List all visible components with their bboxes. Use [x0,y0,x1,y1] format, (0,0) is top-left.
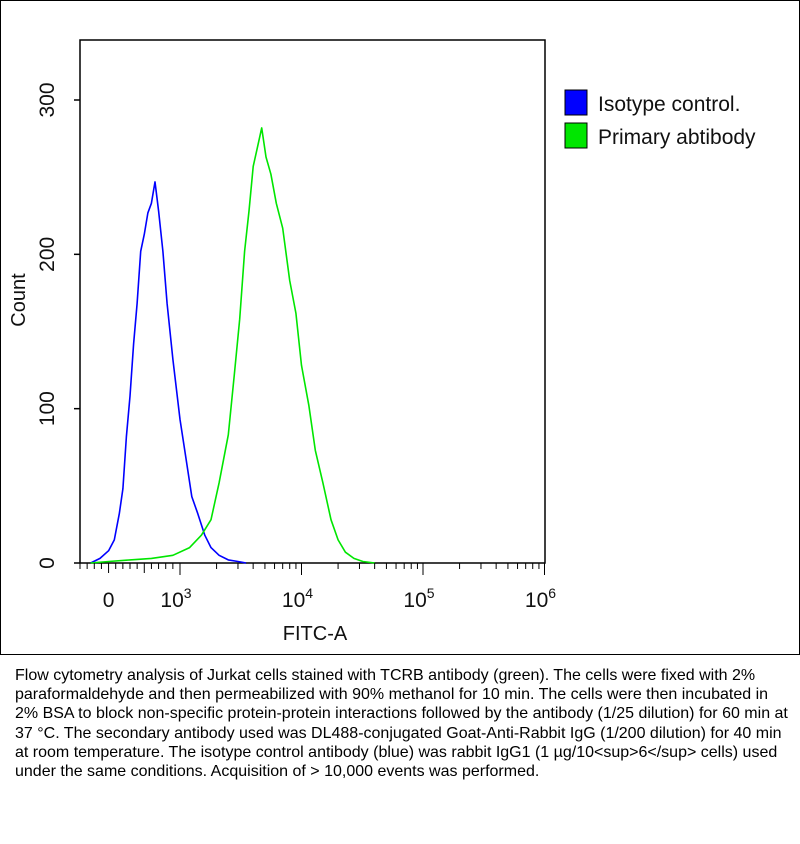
legend-swatch [564,89,588,116]
y-tick-label: 200 [36,237,59,272]
x-tick-label: 103 [160,585,191,612]
y-tick-label: 300 [36,82,59,117]
flow-cytometry-histogram: 0 100 200 300 0 103 104 105 106 FITC-A Count Iso… [8,39,756,645]
y-tick-label: 0 [36,557,59,569]
series-layer [90,127,375,564]
legend-label: Primary abtibody [598,126,756,149]
x-tick-label: 104 [282,585,313,612]
legend-label: Isotype control. [598,93,740,116]
legend-swatch [564,122,588,149]
x-tick-label: 106 [525,585,556,612]
plot-border [79,39,546,564]
ticks-layer: 0 100 200 300 0 103 104 105 106 [36,82,556,612]
x-tick-label: 105 [403,585,434,612]
y-axis-title: Count [8,273,30,327]
y-tick-label: 100 [36,391,59,426]
legend: Isotype control. Primary abtibody [564,89,756,149]
x-tick-label: 0 [103,589,115,612]
series-line-isotype-control [90,181,247,564]
figure-caption: Flow cytometry analysis of Jurkat cells … [15,667,788,781]
x-axis-title: FITC-A [283,623,348,645]
figure-frame [0,0,800,655]
plot-area [79,39,546,564]
series-line-primary-antibody [90,127,375,564]
